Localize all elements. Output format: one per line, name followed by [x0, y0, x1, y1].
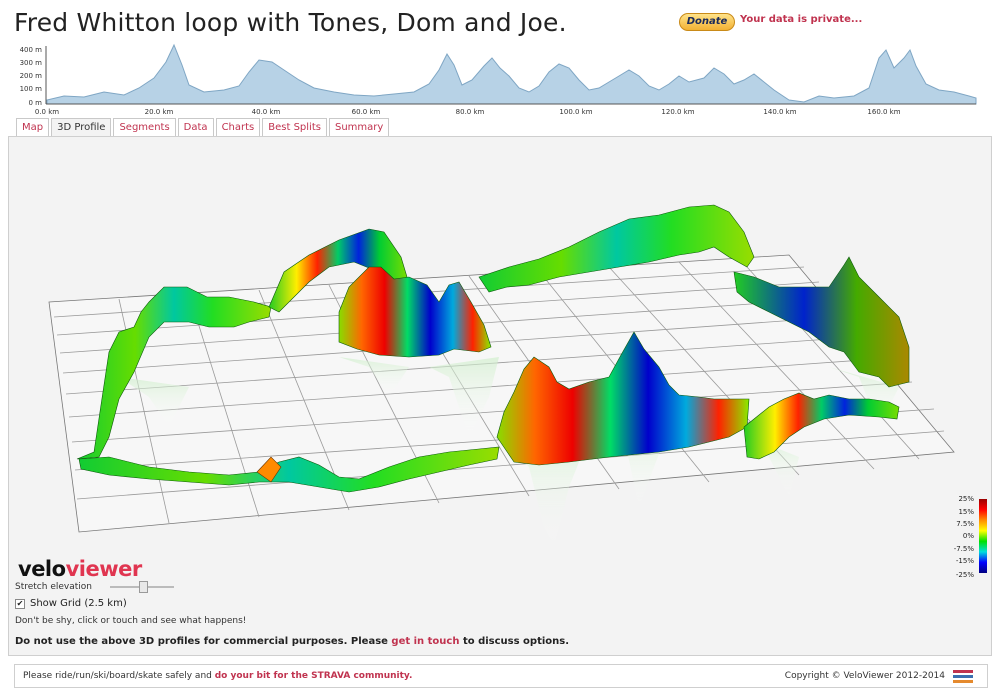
elevation-area [46, 43, 977, 105]
elevation-profile-chart[interactable]: 400 m 300 m 200 m 100 m 0 m 0.0 km 20.0 … [14, 40, 980, 120]
page-title: Fred Whitton loop with Tones, Dom and Jo… [14, 8, 567, 37]
tab-summary[interactable]: Summary [328, 118, 390, 136]
x-tick-label: 60.0 km [352, 108, 381, 116]
logo-part-velo: velo [18, 557, 66, 581]
show-grid-checkbox[interactable]: ✔ [15, 598, 25, 609]
copyright: Copyright © VeloViewer 2012-2014 [784, 671, 945, 681]
get-in-touch-link[interactable]: get in touch [391, 636, 460, 647]
tab-map[interactable]: Map [16, 118, 50, 136]
legend-tick: -25% [955, 571, 974, 579]
interaction-hint: Don't be shy, click or touch and see wha… [15, 616, 247, 626]
tab-bar: Map 3D Profile Segments Data Charts Best… [16, 118, 391, 136]
legend-tick: 25% [958, 495, 974, 503]
veloviewer-logo: veloviewer [18, 557, 142, 581]
y-tick-label: 200 m [20, 72, 43, 80]
stretch-elevation-label: Stretch elevation [15, 582, 92, 592]
x-tick-label: 100.0 km [559, 108, 592, 116]
x-axis-labels: 0.0 km 20.0 km 40.0 km 60.0 km 80.0 km 1… [35, 108, 901, 116]
legend-tick: -15% [955, 557, 974, 565]
x-tick-label: 0.0 km [35, 108, 59, 116]
y-tick-label: 400 m [20, 46, 43, 54]
legend-tick: 0% [962, 532, 974, 540]
wall-east-loop [743, 392, 900, 460]
commercial-notice: Do not use the above 3D profiles for com… [15, 636, 569, 647]
y-tick-label: 0 m [29, 99, 43, 107]
footer-message: Please ride/run/ski/board/skate safely a… [23, 671, 412, 681]
legend-tick: -7.5% [953, 545, 974, 553]
x-tick-label: 120.0 km [661, 108, 694, 116]
x-tick-label: 140.0 km [763, 108, 796, 116]
wall-west [76, 286, 272, 460]
gradient-legend: 25% 15% 7.5% 0% -7.5% -15% -25% [946, 495, 996, 580]
wall-south-climb [256, 456, 282, 483]
y-tick-label: 300 m [20, 59, 43, 67]
privacy-link[interactable]: Your data is private... [740, 14, 863, 25]
x-tick-label: 80.0 km [456, 108, 485, 116]
3d-profile-canvas[interactable] [9, 137, 993, 657]
footer-prefix: Please ride/run/ski/board/skate safely a… [23, 671, 215, 681]
wall-hill-1 [338, 266, 492, 358]
tab-charts[interactable]: Charts [215, 118, 261, 136]
route-walls [76, 204, 910, 493]
3d-profile-panel: 25% 15% 7.5% 0% -7.5% -15% -25% [8, 136, 992, 656]
strava-community-link[interactable]: do your bit for the STRAVA community. [214, 671, 413, 681]
wall-hill-2 [496, 331, 750, 466]
legend-tick: 15% [958, 508, 974, 516]
notice-prefix: Do not use the above 3D profiles for com… [15, 636, 392, 647]
x-tick-label: 40.0 km [252, 108, 281, 116]
tab-3d-profile[interactable]: 3D Profile [51, 118, 112, 136]
show-grid-label: Show Grid (2.5 km) [30, 598, 127, 609]
tab-data[interactable]: Data [177, 118, 214, 136]
tab-segments[interactable]: Segments [113, 118, 176, 136]
wall-north [478, 204, 755, 293]
show-grid-option[interactable]: ✔ Show Grid (2.5 km) [15, 598, 127, 609]
legend-tick: 7.5% [956, 520, 974, 528]
gradient-color-scale [979, 499, 987, 573]
y-tick-label: 100 m [20, 85, 43, 93]
tab-best-splits[interactable]: Best Splits [262, 118, 327, 136]
logo-part-viewer: viewer [65, 557, 143, 581]
wall-north-east [733, 256, 910, 388]
x-tick-label: 160.0 km [867, 108, 900, 116]
x-tick-label: 20.0 km [145, 108, 174, 116]
footer: Please ride/run/ski/board/skate safely a… [14, 664, 988, 688]
stretch-elevation-handle[interactable] [139, 581, 148, 593]
strava-stripes-icon [953, 670, 973, 683]
donate-button[interactable]: Donate [679, 13, 735, 31]
y-axis: 400 m 300 m 200 m 100 m 0 m [20, 46, 47, 107]
notice-suffix: to discuss options. [459, 636, 570, 647]
